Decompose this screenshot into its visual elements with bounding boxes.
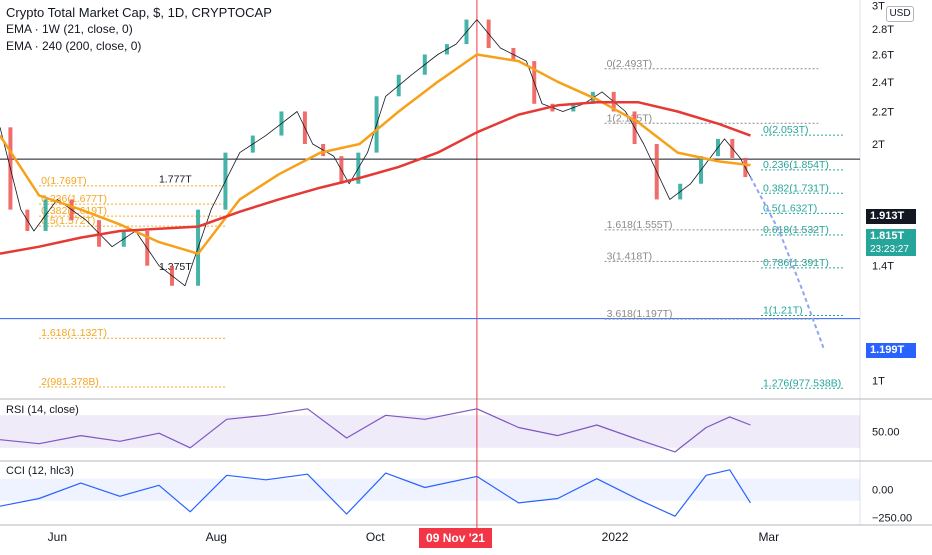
cci-line bbox=[0, 469, 752, 517]
rsi-band bbox=[0, 415, 860, 448]
fib-right-level-label: 0.5(1.632T) bbox=[763, 202, 817, 214]
fib-right-level-label: 1.276(977.538B) bbox=[763, 377, 841, 389]
fib-mid-level-label: 1.618(1.555T) bbox=[607, 219, 673, 231]
fib-mid-level-label: 3.618(1.197T) bbox=[607, 308, 673, 320]
fib-mid-level-label: 3(1.418T) bbox=[607, 250, 653, 262]
time-tick-label: Jun bbox=[48, 530, 67, 544]
currency-badge[interactable]: USD bbox=[886, 6, 914, 22]
fib-right-level-label: 0(2.053T) bbox=[763, 124, 809, 136]
cci-band bbox=[0, 478, 860, 501]
cci-tick-label: 0.00 bbox=[872, 485, 893, 497]
fib-right-level-label: 0.618(1.532T) bbox=[763, 224, 829, 236]
fib-mid-level-label: 0(2.493T) bbox=[607, 58, 653, 70]
price-tick-label: 2.4T bbox=[872, 77, 894, 89]
price-tick-label: 2.8T bbox=[872, 24, 894, 36]
price-tick-label: 1T bbox=[872, 375, 885, 387]
fib-left-level-label: 0.5(1.572T) bbox=[41, 215, 95, 227]
time-tick-label: Mar bbox=[758, 530, 779, 544]
price-tick-label: 1.4T bbox=[872, 261, 894, 273]
legend-ema-200: EMA · 240 (200, close, 0) bbox=[6, 39, 142, 53]
ema-weekly-line bbox=[0, 53, 751, 255]
legend-ema-weekly: EMA · 1W (21, close, 0) bbox=[6, 22, 133, 36]
price-tag-countdown: 23:23:27 bbox=[866, 243, 916, 256]
rsi-line bbox=[0, 408, 751, 453]
price-tick-label: 2.2T bbox=[872, 106, 894, 118]
rsi-tick-label: 50.00 bbox=[872, 427, 900, 439]
crosshair-date-label: 09 Nov '21 bbox=[419, 528, 492, 548]
time-tick-label: Oct bbox=[366, 530, 385, 544]
fib-left-level-label: 2(981.378B) bbox=[41, 376, 99, 388]
fib-left-level-label: 0(1.769T) bbox=[41, 175, 87, 187]
legend-title: Crypto Total Market Cap, $, 1D, CRYPTOCA… bbox=[6, 5, 272, 20]
ema-200-line bbox=[0, 101, 751, 255]
fib-right-level-label: 0.786(1.391T) bbox=[763, 257, 829, 269]
fib-right-level-label: 0.382(1.731T) bbox=[763, 182, 829, 194]
price-tag-lower: 1.199T bbox=[866, 343, 916, 358]
rsi-label: RSI (14, close) bbox=[6, 404, 79, 416]
price-tag-upper: 1.913T bbox=[866, 209, 916, 224]
time-tick-label: Aug bbox=[206, 530, 227, 544]
cci-label: CCI (12, hlc3) bbox=[6, 465, 74, 477]
projection-line bbox=[749, 176, 825, 349]
misc-level-label: 1.777T bbox=[159, 173, 192, 185]
fib-right-level-label: 0.236(1.854T) bbox=[763, 159, 829, 171]
fib-left-level-label: 1.618(1.132T) bbox=[41, 327, 107, 339]
chart-legend: Crypto Total Market Cap, $, 1D, CRYPTOCA… bbox=[6, 4, 272, 55]
price-tick-label: 2.6T bbox=[872, 49, 894, 61]
fib-right-level-label: 1(1.21T) bbox=[763, 304, 803, 316]
price-tick-label: 3T bbox=[872, 1, 885, 13]
time-tick-label: 2022 bbox=[602, 530, 629, 544]
misc-level-label: 1.375T bbox=[159, 261, 192, 273]
price-tag-current: 1.815T bbox=[866, 229, 916, 244]
price-path-line bbox=[0, 19, 751, 287]
cci-tick-label: −250.00 bbox=[872, 512, 912, 524]
price-tick-label: 2T bbox=[872, 139, 885, 151]
